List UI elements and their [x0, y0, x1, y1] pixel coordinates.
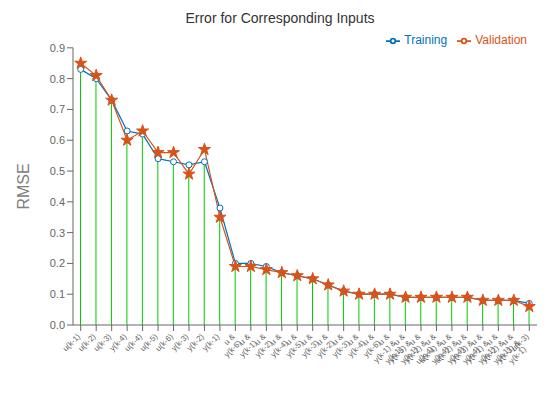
svg-text:0.7: 0.7: [50, 103, 65, 115]
svg-text:RMSE: RMSE: [15, 163, 32, 209]
svg-text:0.9: 0.9: [50, 42, 65, 54]
svg-text:0.2: 0.2: [50, 257, 65, 269]
svg-text:0.4: 0.4: [50, 196, 65, 208]
svg-text:0.0: 0.0: [50, 319, 65, 331]
svg-text:0.3: 0.3: [50, 227, 65, 239]
svg-text:y(k-1): y(k-1): [201, 332, 222, 353]
svg-text:0.8: 0.8: [50, 73, 65, 85]
svg-text:0.5: 0.5: [50, 165, 65, 177]
svg-text:0.6: 0.6: [50, 134, 65, 146]
svg-text:u(k-3): u(k-3): [510, 332, 531, 353]
svg-text:0.1: 0.1: [50, 288, 65, 300]
